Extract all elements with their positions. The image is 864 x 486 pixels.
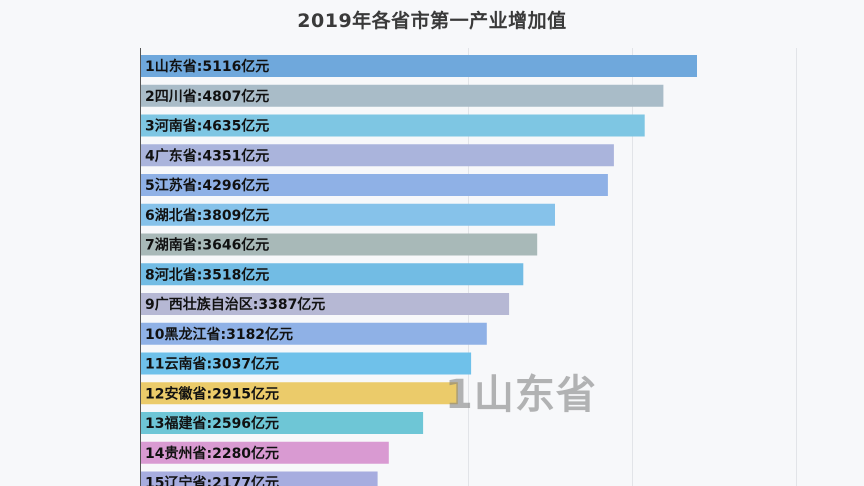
bar-11: [141, 352, 472, 375]
bar-label-2: 2四川省:4807亿元: [145, 88, 269, 105]
bar-label-7: 7湖南省:3646亿元: [145, 237, 269, 254]
gridline: [796, 48, 797, 486]
bar-6: [141, 203, 555, 226]
bar-label-9: 9广西壮族自治区:3387亿元: [145, 296, 325, 313]
bar-label-11: 11云南省:3037亿元: [145, 356, 279, 373]
bar-label-10: 10黑龙江省:3182亿元: [145, 326, 293, 343]
bar-13: [141, 412, 424, 434]
bar-14: [141, 441, 389, 464]
y-axis-line: [140, 48, 141, 486]
bar-label-5: 5江苏省:4296亿元: [145, 177, 269, 194]
chart-title: 2019年各省市第一产业增加值: [297, 10, 567, 32]
bar-10: [141, 322, 487, 345]
bar-4: [141, 144, 614, 167]
gridline: [632, 48, 633, 486]
bar-3: [141, 114, 645, 137]
bar-label-14: 14贵州省:2280亿元: [145, 445, 279, 462]
bar-7: [141, 233, 538, 256]
bar-label-1: 1山东省:5116亿元: [145, 58, 269, 75]
bar-label-15: 15辽宁省:2177亿元: [145, 475, 279, 486]
current-leader-watermark: 1山东省: [445, 372, 597, 418]
bar-label-4: 4广东省:4351亿元: [145, 147, 269, 164]
bar-8: [141, 263, 524, 286]
bar-5: [141, 174, 608, 196]
bar-12: [141, 382, 458, 405]
bar-label-8: 8河北省:3518亿元: [145, 266, 269, 283]
bar-label-3: 3河南省:4635亿元: [145, 118, 269, 135]
bar-9: [141, 293, 510, 315]
bar-15: [141, 471, 378, 486]
bar-1: [141, 55, 697, 77]
bar-label-13: 13福建省:2596亿元: [145, 415, 279, 432]
bar-label-12: 12安徽省:2915亿元: [145, 385, 279, 402]
bar-2: [141, 84, 664, 107]
bar-label-6: 6湖北省:3809亿元: [145, 207, 269, 224]
